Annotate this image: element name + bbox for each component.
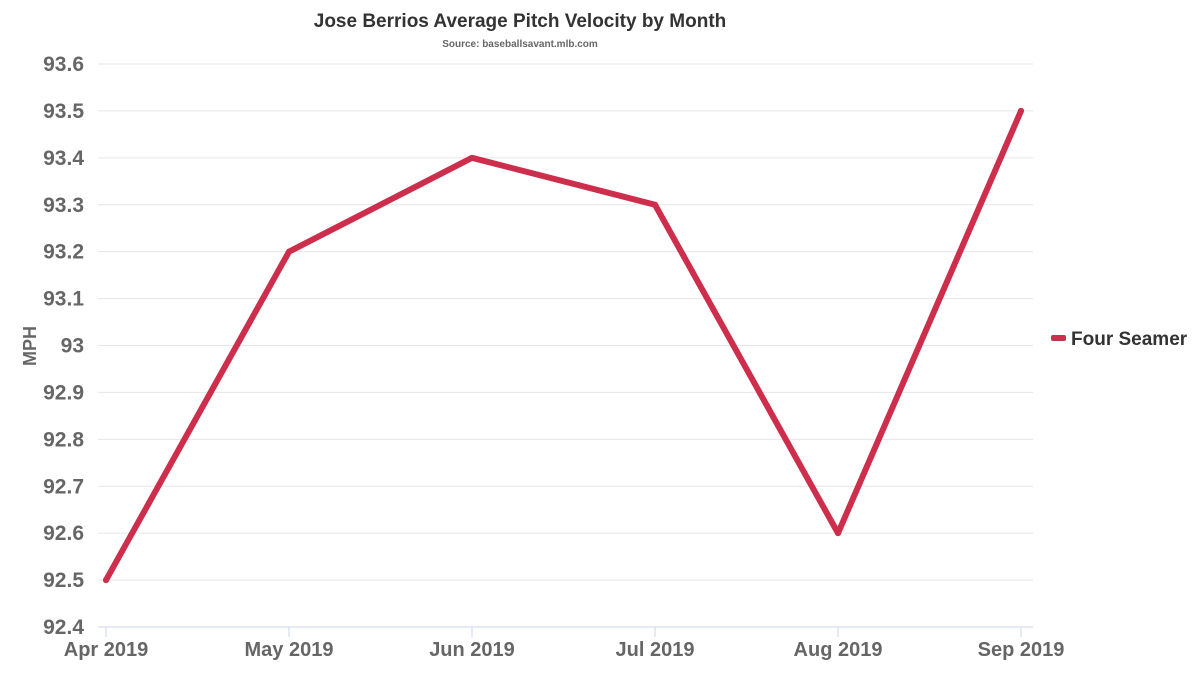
x-tick-label: Jun 2019 — [429, 639, 515, 661]
legend-item-label[interactable]: Four Seamer — [1071, 329, 1188, 350]
data-point[interactable] — [835, 530, 841, 537]
x-tick-label: Aug 2019 — [794, 639, 883, 661]
x-tick-label: Sep 2019 — [978, 639, 1065, 661]
y-tick-label: 92.5 — [43, 569, 84, 592]
data-point[interactable] — [1018, 107, 1024, 114]
chart-subtitle: Source: baseballsavant.mlb.com — [442, 39, 598, 50]
y-tick-label: 93.6 — [43, 53, 84, 76]
y-tick-label: 93.1 — [43, 288, 84, 311]
data-point[interactable] — [103, 577, 109, 584]
y-axis-label: MPH — [20, 326, 40, 366]
data-point[interactable] — [652, 201, 658, 208]
legend-swatch — [1051, 335, 1066, 341]
y-tick-label: 92.9 — [43, 381, 84, 404]
y-tick-label: 92.8 — [43, 428, 84, 451]
x-tick-label: Jul 2019 — [616, 639, 695, 661]
data-point[interactable] — [286, 248, 292, 255]
y-tick-label: 92.7 — [43, 475, 84, 498]
x-tick-label: May 2019 — [245, 639, 334, 661]
y-tick-label: 93.2 — [43, 241, 84, 264]
gridlines — [98, 63, 1033, 581]
x-axis: Apr 2019 May 2019 Jun 2019 Jul 2019 Aug 2019… — [64, 626, 1065, 661]
series-layer — [103, 107, 1024, 584]
x-tick-label: Apr 2019 — [64, 639, 149, 661]
data-point[interactable] — [469, 154, 475, 161]
y-tick-label: 92.6 — [43, 522, 84, 545]
y-tick-label: 93.4 — [43, 147, 84, 170]
y-tick-label: 92.4 — [43, 616, 84, 639]
chart-title: Jose Berrios Average Pitch Velocity by M… — [314, 11, 727, 32]
series-line-four-seamer[interactable] — [103, 107, 1024, 584]
y-tick-label: 93 — [61, 335, 84, 358]
legend[interactable]: Four Seamer — [1051, 329, 1188, 350]
y-axis-ticks: 92.4 92.5 92.6 92.7 92.8 92.9 93 93.1 93.2 93.3 93… — [43, 53, 84, 639]
y-tick-label: 93.3 — [43, 194, 84, 217]
y-tick-label: 93.5 — [43, 100, 84, 123]
